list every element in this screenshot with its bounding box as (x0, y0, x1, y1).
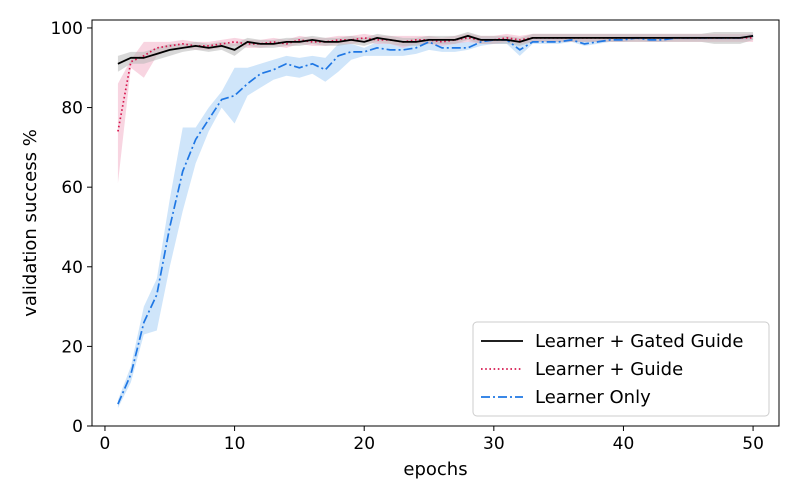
legend: Learner + Gated Guide Learner + Guide Lear… (472, 321, 770, 417)
x-axis-label: epochs (403, 459, 467, 480)
x-tick-label: 50 (742, 434, 764, 454)
legend-label-learner-gated-guide: Learner + Gated Guide (535, 331, 743, 352)
legend-label-learner-guide: Learner + Guide (535, 359, 683, 380)
learner-gated-guide-band (117, 31, 754, 72)
x-axis: 0 10 20 30 40 50 (100, 426, 764, 454)
x-tick-label: 40 (613, 434, 635, 454)
x-tick-label: 10 (224, 434, 246, 454)
y-tick-label: 80 (61, 99, 83, 119)
y-tick-label: 0 (72, 417, 83, 437)
y-axis-label: validation success % (20, 129, 41, 317)
y-tick-label: 40 (61, 258, 83, 278)
y-tick-label: 60 (61, 178, 83, 198)
x-tick-label: 0 (100, 434, 111, 454)
legend-label-learner-only: Learner Only (535, 387, 651, 408)
x-tick-label: 20 (353, 434, 375, 454)
y-axis: 0 20 40 60 80 100 (51, 19, 92, 437)
y-tick-label: 20 (61, 337, 83, 357)
learner-only-line (117, 35, 754, 405)
legend-box (472, 321, 770, 417)
learner-gated-guide-line (117, 35, 754, 65)
plot-area-frame (91, 19, 780, 427)
x-tick-label: 30 (483, 434, 505, 454)
confidence-bands (117, 31, 754, 409)
series-lines (117, 35, 754, 405)
y-tick-label: 100 (51, 19, 83, 39)
